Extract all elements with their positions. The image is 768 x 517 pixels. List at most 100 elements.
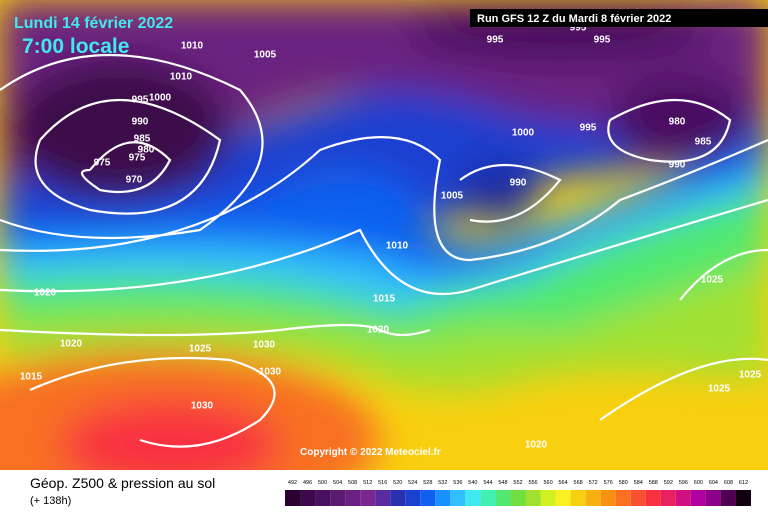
isobar-label: 1000 xyxy=(149,93,172,104)
isobar-label: 1000 xyxy=(512,128,535,139)
scale-cell xyxy=(285,490,301,506)
isobar-label: 970 xyxy=(126,175,143,186)
scale-label: 500 xyxy=(318,480,327,486)
isobar-label: 985 xyxy=(695,137,712,148)
isobar-label: 1020 xyxy=(60,339,83,350)
scale-cell xyxy=(660,490,676,506)
isobar-label: 995 xyxy=(594,35,611,46)
scale-label: 540 xyxy=(468,480,477,486)
isobar-label: 980 xyxy=(669,117,686,128)
scale-label: 548 xyxy=(498,480,507,486)
isobar-label: 1010 xyxy=(386,241,409,252)
time: 7:00 locale xyxy=(22,35,129,58)
isobar-label: 1020 xyxy=(34,288,57,299)
scale-cell xyxy=(450,490,466,506)
isobar-label: 995 xyxy=(487,35,504,46)
isobar-label: 1005 xyxy=(254,50,277,61)
scale-label: 536 xyxy=(453,480,462,486)
isobar-label: 990 xyxy=(510,178,527,189)
scale-cell xyxy=(675,490,691,506)
scale-cell xyxy=(315,490,331,506)
isobar-label: 980 xyxy=(138,145,155,156)
scale-cell xyxy=(480,490,496,506)
date: Lundi 14 février 2022 xyxy=(14,15,173,32)
scale-cell xyxy=(465,490,481,506)
isobar-label: 1005 xyxy=(441,191,464,202)
isobar-label: 1030 xyxy=(259,367,282,378)
scale-label: 504 xyxy=(333,480,342,486)
scale-label: 512 xyxy=(363,480,372,486)
isobar-label: 990 xyxy=(132,117,149,128)
lead-time: (+ 138h) xyxy=(30,495,71,507)
scale-label: 576 xyxy=(604,480,613,486)
isobar-label: 1025 xyxy=(701,275,724,286)
scale-cell xyxy=(405,490,421,506)
scale-label: 532 xyxy=(438,480,447,486)
isobar-label: 1020 xyxy=(367,325,390,336)
isobar-label: 975 xyxy=(129,153,146,164)
scale-label: 524 xyxy=(408,480,417,486)
scale-cell xyxy=(495,490,511,506)
copyright: Copyright © 2022 Meteociel.fr xyxy=(300,447,441,458)
scale-cell xyxy=(540,490,556,506)
scale-cell xyxy=(555,490,571,506)
run-banner xyxy=(470,9,768,27)
scale-label: 560 xyxy=(543,480,552,486)
scale-label: 564 xyxy=(559,480,568,486)
scale-label: 584 xyxy=(634,480,643,486)
isobar-label: 1015 xyxy=(20,372,43,383)
scale-cell xyxy=(345,490,361,506)
scale-cell xyxy=(690,490,706,506)
scale-label: 556 xyxy=(528,480,537,486)
scale-cell xyxy=(435,490,451,506)
isobar-label: 1025 xyxy=(708,384,731,395)
scale-cell xyxy=(570,490,586,506)
isobar-label: 1025 xyxy=(739,370,762,381)
isobar-label: 1015 xyxy=(373,294,396,305)
scale-cell xyxy=(390,490,406,506)
scale-label: 544 xyxy=(483,480,492,486)
scale-cell xyxy=(375,490,391,506)
scale-cell xyxy=(615,490,631,506)
scale-label: 596 xyxy=(679,480,688,486)
isobars xyxy=(0,54,768,448)
isobar-label: 995 xyxy=(132,95,149,106)
scale-cell xyxy=(360,490,376,506)
scale-cell xyxy=(705,490,721,506)
isobar-label: 975 xyxy=(94,158,111,169)
isobar-label: 990 xyxy=(669,160,686,171)
scale-label: 496 xyxy=(303,480,312,486)
scale-label: 600 xyxy=(694,480,703,486)
scale-label: 568 xyxy=(574,480,583,486)
isobar-label: 1010 xyxy=(170,72,193,83)
run-info: Run GFS 12 Z du Mardi 8 février 2022 xyxy=(477,13,671,25)
scale-label: 492 xyxy=(288,480,297,486)
isobar-label: 1030 xyxy=(191,401,214,412)
scale-cell xyxy=(420,490,436,506)
scale-cell xyxy=(510,490,526,506)
isobar-label: 1020 xyxy=(525,440,548,451)
isobar-label: 995 xyxy=(570,23,587,34)
scale-label: 608 xyxy=(724,480,733,486)
scale-cell xyxy=(585,490,601,506)
scale-label: 520 xyxy=(393,480,402,486)
scale-label: 516 xyxy=(378,480,387,486)
isobar-label: 1030 xyxy=(253,340,276,351)
color-scale: 492 496 500 504 508 512 516 520 524 528 532 536 540 5… xyxy=(285,480,751,506)
isobar-label: 1025 xyxy=(189,344,212,355)
scale-cell xyxy=(645,490,661,506)
scale-cell xyxy=(600,490,616,506)
scale-label: 528 xyxy=(423,480,432,486)
isobar-label: 1010 xyxy=(181,41,204,52)
scale-label: 604 xyxy=(709,480,718,486)
scale-label: 552 xyxy=(513,480,522,486)
isobar-label: 995 xyxy=(580,123,597,134)
isobar-label: 985 xyxy=(134,134,151,145)
scale-label: 572 xyxy=(589,480,598,486)
scale-cell xyxy=(735,490,751,506)
legend-title: Géop. Z500 & pression au sol xyxy=(30,475,215,491)
scale-label: 592 xyxy=(664,480,673,486)
scale-cell xyxy=(330,490,346,506)
scale-cell xyxy=(300,490,316,506)
